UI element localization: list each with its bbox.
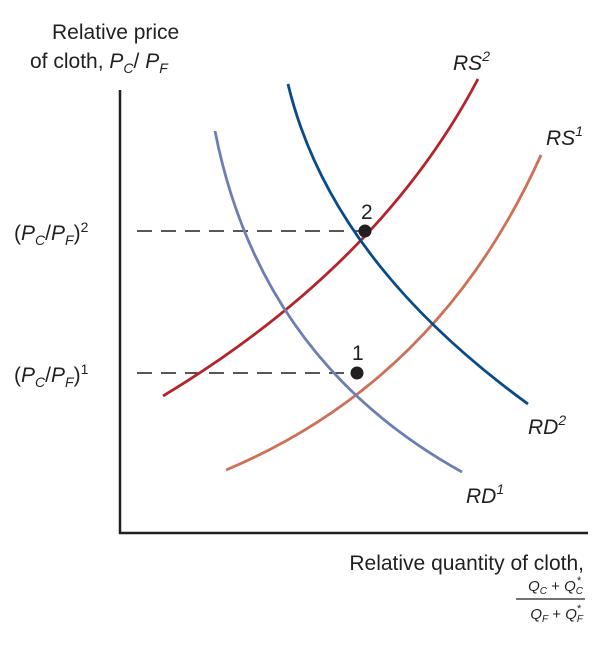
rs1-label: RS1 <box>546 123 583 150</box>
y-axis-label-line1: Relative price <box>52 21 179 44</box>
x-axis-fraction-denominator: QF + QF* <box>530 603 584 625</box>
rd2-label: RD2 <box>528 412 566 439</box>
equilibrium-point-1 <box>350 366 364 380</box>
rd1-label: RD1 <box>466 481 504 508</box>
rs1-curve <box>225 154 543 472</box>
rs2-label: RS2 <box>453 48 490 75</box>
y-axis-label-line2: of cloth, PC/ PF <box>30 50 169 76</box>
equilibrium-point-2 <box>358 224 372 238</box>
x-axis-label: Relative quantity of cloth, <box>349 552 584 575</box>
rd1-curve <box>213 130 463 474</box>
price-level-1-label: (PC/PF)1 <box>14 361 89 390</box>
equilibrium-label-1: 1 <box>352 342 364 365</box>
x-axis-fraction-numerator: QC + QC* <box>528 575 584 597</box>
equilibrium-label-2: 2 <box>361 201 373 224</box>
price-level-2-label: (PC/PF)2 <box>14 219 89 248</box>
rs2-curve <box>162 78 480 398</box>
rd2-curve <box>286 83 529 406</box>
